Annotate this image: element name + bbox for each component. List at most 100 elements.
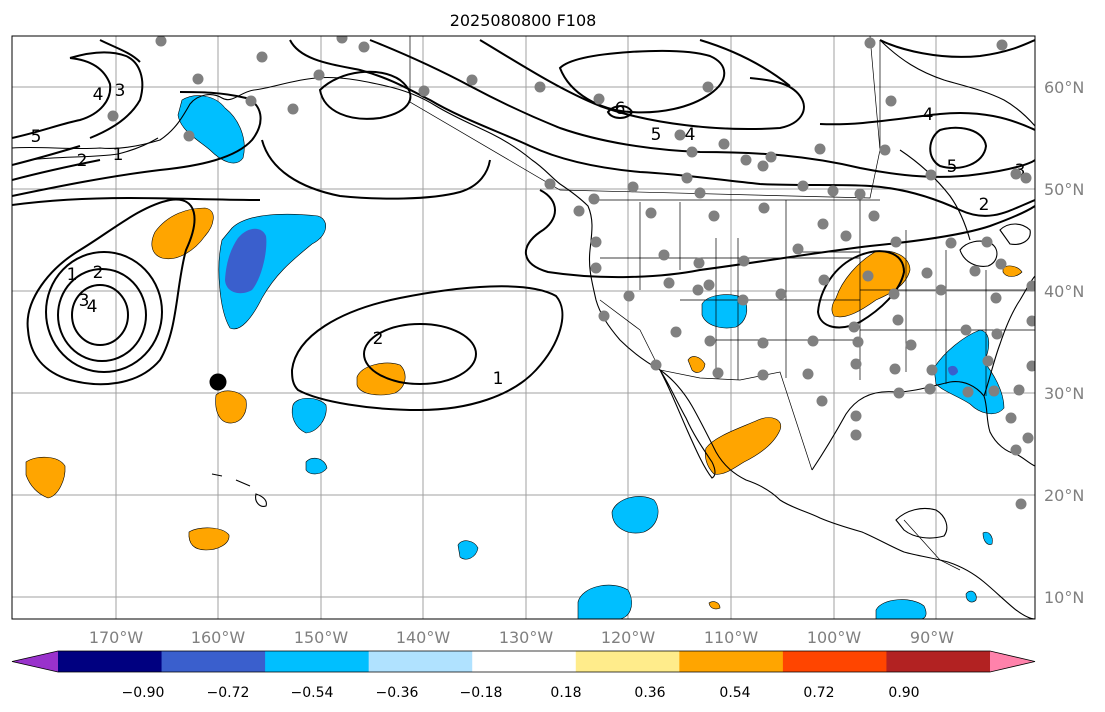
station-dot: [991, 328, 1003, 340]
positive-area: [188, 527, 230, 551]
latitude-labels: 60°N 50°N 40°N 30°N 20°N 10°N: [1044, 78, 1084, 607]
colorbar-segment: [161, 651, 266, 672]
colorbar-tick-label: 0.36: [634, 685, 665, 701]
station-dot: [924, 383, 936, 395]
station-dot: [850, 429, 862, 441]
station-dot: [702, 81, 714, 93]
coastlines: [12, 39, 1035, 619]
station-dot: [775, 288, 787, 300]
station-dot: [712, 367, 724, 379]
station-dot: [892, 314, 904, 326]
map-frame: [12, 36, 1035, 619]
station-dot: [758, 202, 770, 214]
station-dot: [703, 279, 715, 291]
station-dot: [818, 274, 830, 286]
station-dot: [757, 369, 769, 381]
contour-lines: [12, 39, 1035, 412]
station-dot: [590, 236, 602, 248]
station-dot: [960, 324, 972, 336]
station-dot: [663, 277, 675, 289]
contour-label: 5: [31, 127, 42, 147]
station-dot: [693, 257, 705, 269]
station-dot: [645, 207, 657, 219]
lon-label: 110°W: [704, 628, 759, 647]
contour-label: 3: [115, 81, 126, 101]
station-dot: [848, 321, 860, 333]
station-dot: [674, 129, 686, 141]
station-dot: [893, 387, 905, 399]
station-dot: [879, 144, 891, 156]
contour-label: 4: [87, 297, 98, 317]
station-dot: [890, 236, 902, 248]
contour-label: 5: [651, 125, 662, 145]
station-dot: [694, 187, 706, 199]
station-dot: [925, 169, 937, 181]
borders: [409, 36, 1035, 571]
station-dot: [418, 85, 430, 97]
station-dot: [850, 410, 862, 422]
lat-label: 40°N: [1044, 282, 1084, 301]
anomaly-shading: [25, 95, 1023, 619]
lat-label: 10°N: [1044, 588, 1084, 607]
contour-label: 4: [93, 85, 104, 105]
station-dot: [817, 218, 829, 230]
station-dot: [658, 249, 670, 261]
station-dot: [718, 138, 730, 150]
positive-area: [215, 390, 247, 424]
contour-label: 1: [67, 265, 78, 285]
station-dot: [336, 36, 348, 44]
station-dot: [256, 51, 268, 63]
colorbar: [11, 650, 1036, 673]
lat-label: 20°N: [1044, 486, 1084, 505]
station-dot: [1026, 315, 1035, 327]
station-dot: [737, 294, 749, 306]
colorbar-tick-label: 0.72: [803, 685, 834, 701]
map-border: [11, 35, 1036, 620]
station-dot: [962, 386, 974, 398]
station-dot: [816, 395, 828, 407]
station-dot: [573, 205, 585, 217]
negative-area: [701, 294, 748, 329]
colorbar-tick-label: −0.18: [460, 685, 503, 701]
station-dot: [1022, 432, 1034, 444]
colorbar-segment: [58, 651, 163, 672]
station-dot: [852, 336, 864, 348]
lon-label: 140°W: [396, 628, 451, 647]
station-dot: [588, 193, 600, 205]
station-dot: [864, 37, 876, 49]
negative-area: [965, 590, 977, 603]
station-dot: [988, 385, 1000, 397]
station-dot: [797, 180, 809, 192]
lon-label: 90°W: [910, 628, 954, 647]
station-dot: [1013, 384, 1025, 396]
station-dot: [287, 103, 299, 115]
station-dot: [183, 130, 195, 142]
colorbar-tick-label: −0.36: [376, 685, 419, 701]
station-dot: [708, 210, 720, 222]
negative-area: [611, 496, 659, 534]
negative-area: [982, 531, 993, 545]
positive-area: [1002, 265, 1023, 277]
contour-label: 3: [79, 291, 90, 311]
station-dot: [792, 243, 804, 255]
station-dot: [982, 355, 994, 367]
station-dot: [670, 326, 682, 338]
positive-area: [25, 456, 66, 499]
station-dot: [935, 284, 947, 296]
contour-label: 2: [93, 263, 104, 283]
station-dot: [862, 270, 874, 282]
colorbar-tick-label: −0.72: [207, 685, 250, 701]
station-dot: [544, 178, 556, 190]
lat-label: 50°N: [1044, 180, 1084, 199]
station-dot: [888, 288, 900, 300]
colorbar-segment: [886, 651, 991, 672]
station-dot: [598, 310, 610, 322]
station-dot: [969, 265, 981, 277]
contour-label: 4: [685, 125, 696, 145]
station-dot: [534, 81, 546, 93]
positive-area: [687, 356, 706, 373]
contour-label: 2: [373, 329, 384, 349]
contour-label: 2: [77, 151, 88, 171]
negative-area: [577, 584, 632, 619]
strong-negative-area: [225, 228, 267, 294]
